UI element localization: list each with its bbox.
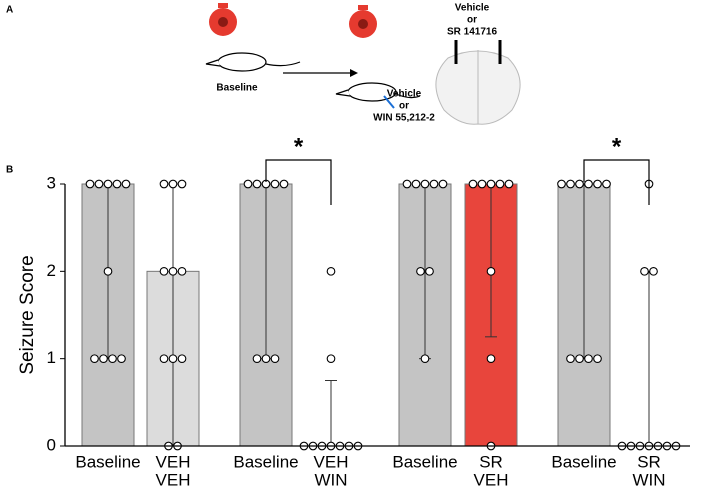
data-point <box>252 354 262 364</box>
y-tick-label: 0 <box>47 435 56 454</box>
panel-label: B <box>6 165 13 176</box>
label: Baseline <box>216 83 258 94</box>
data-point <box>108 354 117 364</box>
label: or <box>467 15 477 26</box>
bell-icon <box>209 3 237 36</box>
x-tick-label: Baseline <box>551 452 616 471</box>
y-tick-label: 3 <box>47 173 56 192</box>
brain-icon <box>435 50 521 125</box>
data-point <box>402 179 412 189</box>
arrowhead <box>350 69 358 77</box>
data-point <box>438 179 448 189</box>
x-tick-label: VEH <box>156 452 191 471</box>
x-tick-label: VEH <box>474 470 509 489</box>
data-point <box>270 179 280 189</box>
significance-bracket <box>265 159 332 205</box>
data-point <box>575 354 584 364</box>
data-point <box>566 179 575 189</box>
data-point <box>90 354 99 364</box>
label: Vehicle <box>387 89 422 100</box>
data-point <box>326 354 336 364</box>
data-point <box>602 179 611 189</box>
data-point <box>103 266 113 276</box>
data-point <box>486 179 496 189</box>
data-point <box>168 354 178 364</box>
data-point <box>270 354 280 364</box>
data-point <box>159 354 169 364</box>
significance-star: * <box>612 133 622 160</box>
y-tick-label: 2 <box>47 261 56 280</box>
data-point <box>177 354 187 364</box>
data-point <box>168 179 178 189</box>
data-point <box>575 179 584 189</box>
data-point <box>584 354 593 364</box>
data-point <box>177 266 187 276</box>
x-tick-label: WIN <box>314 470 347 489</box>
data-point <box>99 354 108 364</box>
data-point <box>593 354 602 364</box>
data-point <box>429 179 439 189</box>
data-point <box>495 179 505 189</box>
data-point <box>103 179 113 189</box>
label: SR 141716 <box>447 27 497 38</box>
data-point <box>486 354 496 364</box>
label: Vehicle <box>455 3 490 14</box>
y-axis-label: Seizure Score <box>17 255 38 374</box>
x-tick-label: SR <box>637 452 661 471</box>
data-point <box>279 179 289 189</box>
x-tick-label: SR <box>479 452 503 471</box>
data-point <box>420 354 430 364</box>
label: WIN 55,212-2 <box>373 113 435 124</box>
data-point <box>425 266 434 276</box>
x-tick-label: VEH <box>156 470 191 489</box>
data-point <box>252 179 262 189</box>
data-point <box>649 266 658 276</box>
data-point <box>477 179 487 189</box>
x-tick-label: VEH <box>314 452 349 471</box>
x-tick-label: Baseline <box>392 452 457 471</box>
data-point <box>159 179 169 189</box>
data-point <box>504 179 514 189</box>
data-point <box>121 179 131 189</box>
data-point <box>85 179 95 189</box>
data-point <box>557 179 566 189</box>
panel-label: A <box>6 5 13 16</box>
significance-star: * <box>294 133 304 160</box>
bell-icon <box>349 5 377 38</box>
x-tick-label: WIN <box>632 470 665 489</box>
data-point <box>94 179 104 189</box>
data-point <box>117 354 126 364</box>
label: or <box>399 101 409 112</box>
data-point <box>168 266 178 276</box>
data-point <box>243 179 253 189</box>
y-tick-label: 1 <box>47 348 56 367</box>
data-point <box>468 179 478 189</box>
x-tick-label: Baseline <box>75 452 140 471</box>
data-point <box>326 266 336 276</box>
data-point <box>486 266 496 276</box>
data-point <box>640 266 649 276</box>
data-point <box>177 179 187 189</box>
data-point <box>566 354 575 364</box>
data-point <box>416 266 425 276</box>
data-point <box>112 179 122 189</box>
data-point <box>420 179 430 189</box>
rat-icon <box>205 52 301 72</box>
data-point <box>411 179 421 189</box>
data-point <box>159 266 169 276</box>
data-point <box>584 179 593 189</box>
significance-bracket <box>583 159 650 205</box>
syringe <box>383 95 395 109</box>
data-point <box>593 179 602 189</box>
data-point <box>261 354 271 364</box>
x-tick-label: Baseline <box>233 452 298 471</box>
